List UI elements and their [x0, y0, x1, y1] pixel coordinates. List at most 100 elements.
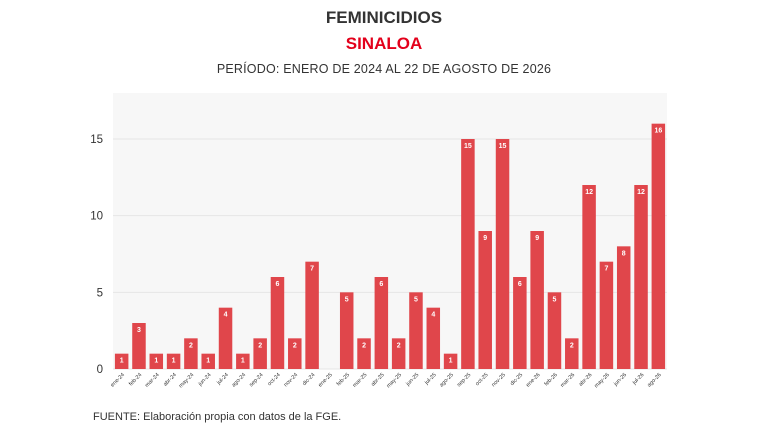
data-label: 1	[449, 358, 453, 365]
bar	[495, 139, 510, 369]
bar	[270, 277, 285, 369]
data-label: 5	[553, 296, 557, 303]
x-tick-label: sep-24	[248, 372, 264, 388]
data-label: 6	[276, 281, 280, 288]
data-label: 5	[414, 296, 418, 303]
bar	[634, 185, 648, 369]
data-label: 9	[535, 235, 539, 242]
bar	[616, 246, 631, 369]
data-label: 4	[431, 312, 435, 319]
data-label: 2	[258, 342, 262, 349]
x-tick-label: dic-25	[509, 372, 524, 387]
x-tick-label: feb-25	[336, 372, 351, 387]
bar	[184, 338, 198, 369]
data-label: 2	[397, 342, 401, 349]
bar	[357, 338, 371, 369]
y-tick-label: 0	[97, 364, 103, 376]
x-tick-label: ago-26	[646, 372, 662, 388]
bar	[166, 353, 181, 369]
bar	[651, 123, 666, 370]
bar	[391, 338, 406, 369]
bar	[599, 261, 614, 369]
data-label: 2	[293, 342, 297, 349]
bar	[132, 323, 146, 369]
x-tick-label: oct-25	[475, 372, 490, 387]
bar	[253, 338, 267, 369]
data-label: 15	[499, 143, 507, 150]
data-label: 8	[622, 250, 626, 257]
bar	[547, 292, 562, 369]
x-tick-label: jun-24	[197, 372, 213, 388]
data-label: 1	[206, 358, 210, 365]
bar	[461, 139, 475, 369]
x-tick-label: nov-25	[491, 372, 507, 388]
y-tick-label: 5	[97, 287, 103, 299]
x-tick-label: mar-25	[352, 372, 369, 389]
data-label: 6	[518, 281, 522, 288]
x-tick-label: ago-25	[439, 372, 455, 388]
period-label: PERÍODO: ENERO DE 2024 AL 22 DE AGOSTO D…	[216, 62, 552, 76]
data-label: 1	[241, 358, 245, 365]
bar	[530, 231, 544, 369]
data-label: 12	[585, 189, 593, 196]
data-label: 7	[604, 266, 608, 273]
x-tick-label: feb-24	[128, 372, 143, 387]
bar	[513, 277, 527, 369]
bar	[565, 338, 579, 369]
data-label: 1	[154, 358, 158, 365]
x-tick-label: mar-26	[560, 372, 577, 389]
bar	[426, 307, 441, 369]
data-label: 2	[570, 342, 574, 349]
x-tick-label: feb-26	[544, 372, 559, 387]
data-label: 2	[362, 342, 366, 349]
y-tick-label: 15	[90, 134, 103, 146]
bar	[305, 261, 319, 369]
x-tick-label: sep-25	[456, 372, 472, 388]
bar	[478, 231, 492, 369]
x-tick-label: jul-25	[423, 372, 437, 386]
y-tick-label: 10	[90, 211, 103, 223]
bar	[218, 307, 233, 369]
data-label: 9	[483, 235, 487, 242]
x-tick-label: abr-26	[578, 372, 593, 387]
x-tick-label: jun-25	[405, 372, 421, 388]
source-note: FUENTE: Elaboración propia con datos de …	[93, 411, 342, 423]
x-tick-label: jul-26	[631, 372, 645, 386]
bar	[374, 277, 389, 369]
x-tick-label: ene-24	[110, 372, 126, 388]
bar	[582, 185, 596, 369]
bar	[409, 292, 423, 369]
x-tick-label: may-25	[386, 372, 403, 389]
bar	[443, 353, 458, 369]
bar	[339, 292, 354, 369]
data-label: 1	[172, 358, 176, 365]
x-tick-label: may-24	[178, 372, 195, 389]
x-tick-label: jul-24	[215, 372, 229, 386]
x-tick-label: nov-24	[283, 372, 299, 388]
x-tick-label: jun-26	[612, 372, 628, 388]
data-label: 6	[379, 281, 383, 288]
bar	[114, 353, 129, 369]
bar	[149, 353, 164, 369]
data-label: 12	[637, 189, 645, 196]
x-tick-label: abr-24	[163, 372, 178, 387]
data-label: 1	[120, 358, 124, 365]
x-tick-label: ene-26	[525, 372, 541, 388]
bar	[236, 353, 250, 369]
data-label: 4	[224, 312, 228, 319]
data-label: 7	[310, 266, 314, 273]
bar	[201, 353, 215, 369]
data-label: 15	[464, 143, 472, 150]
x-tick-label: mar-24	[144, 372, 161, 389]
x-tick-label: oct-24	[267, 372, 282, 387]
x-tick-label: ago-24	[231, 372, 247, 388]
chart-subtitle: SINALOA	[345, 34, 423, 53]
bar	[288, 338, 302, 369]
x-tick-label: abr-25	[370, 372, 385, 387]
x-tick-label: dic-24	[302, 372, 317, 387]
x-tick-label: may-26	[594, 372, 611, 389]
data-label: 3	[137, 327, 141, 334]
data-label: 5	[345, 296, 349, 303]
chart-title: FEMINICIDIOS	[325, 8, 443, 27]
